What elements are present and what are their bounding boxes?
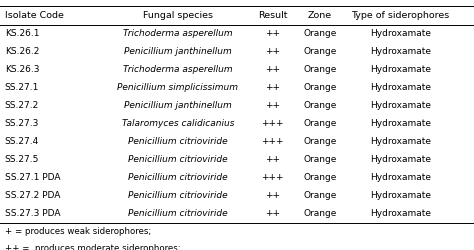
Text: Orange: Orange [303,102,337,110]
Text: Type of siderophores: Type of siderophores [351,11,450,20]
Text: + = produces weak siderophores;: + = produces weak siderophores; [5,228,151,236]
Text: Orange: Orange [303,30,337,38]
Text: ++: ++ [265,192,280,200]
Text: ++ =  produces moderate siderophores;: ++ = produces moderate siderophores; [5,244,181,250]
Text: Fungal species: Fungal species [143,11,213,20]
Text: Penicillium simplicissimum: Penicillium simplicissimum [117,84,238,92]
Text: Hydroxamate: Hydroxamate [370,210,431,218]
Text: SS.27.4: SS.27.4 [5,138,39,146]
Text: ++: ++ [265,84,280,92]
Text: Orange: Orange [303,156,337,164]
Text: Isolate Code: Isolate Code [5,11,64,20]
Text: SS.27.2 PDA: SS.27.2 PDA [5,192,60,200]
Text: KS.26.3: KS.26.3 [5,66,39,74]
Text: Trichoderma asperellum: Trichoderma asperellum [123,30,233,38]
Text: Penicillium janthinellum: Penicillium janthinellum [124,48,232,56]
Text: Penicillium janthinellum: Penicillium janthinellum [124,102,232,110]
Text: Result: Result [258,11,287,20]
Text: ++: ++ [265,156,280,164]
Text: Hydroxamate: Hydroxamate [370,174,431,182]
Text: Orange: Orange [303,192,337,200]
Text: Trichoderma asperellum: Trichoderma asperellum [123,66,233,74]
Text: Orange: Orange [303,84,337,92]
Text: ++: ++ [265,102,280,110]
Text: Hydroxamate: Hydroxamate [370,120,431,128]
Text: SS.27.3 PDA: SS.27.3 PDA [5,210,60,218]
Text: ++: ++ [265,66,280,74]
Text: ++: ++ [265,30,280,38]
Text: Penicillium citrioviride: Penicillium citrioviride [128,210,228,218]
Text: Hydroxamate: Hydroxamate [370,156,431,164]
Text: Orange: Orange [303,66,337,74]
Text: Hydroxamate: Hydroxamate [370,192,431,200]
Text: SS.27.5: SS.27.5 [5,156,39,164]
Text: KS.26.1: KS.26.1 [5,30,39,38]
Text: SS.27.1 PDA: SS.27.1 PDA [5,174,60,182]
Text: KS.26.2: KS.26.2 [5,48,39,56]
Text: +++: +++ [261,174,284,182]
Text: Orange: Orange [303,174,337,182]
Text: +++: +++ [261,120,284,128]
Text: Penicillium citrioviride: Penicillium citrioviride [128,192,228,200]
Text: Penicillium citrioviride: Penicillium citrioviride [128,174,228,182]
Text: SS.27.2: SS.27.2 [5,102,39,110]
Text: Orange: Orange [303,138,337,146]
Text: Hydroxamate: Hydroxamate [370,66,431,74]
Text: ++: ++ [265,210,280,218]
Text: Hydroxamate: Hydroxamate [370,30,431,38]
Text: +++: +++ [261,138,284,146]
Text: ++: ++ [265,48,280,56]
Text: SS.27.3: SS.27.3 [5,120,39,128]
Text: Talaromyces calidicanius: Talaromyces calidicanius [121,120,234,128]
Text: Hydroxamate: Hydroxamate [370,102,431,110]
Text: Penicillium citrioviride: Penicillium citrioviride [128,138,228,146]
Text: Hydroxamate: Hydroxamate [370,48,431,56]
Text: Penicillium citrioviride: Penicillium citrioviride [128,156,228,164]
Text: Zone: Zone [308,11,332,20]
Text: Orange: Orange [303,120,337,128]
Text: SS.27.1: SS.27.1 [5,84,39,92]
Text: Hydroxamate: Hydroxamate [370,84,431,92]
Text: Hydroxamate: Hydroxamate [370,138,431,146]
Text: Orange: Orange [303,210,337,218]
Text: Orange: Orange [303,48,337,56]
